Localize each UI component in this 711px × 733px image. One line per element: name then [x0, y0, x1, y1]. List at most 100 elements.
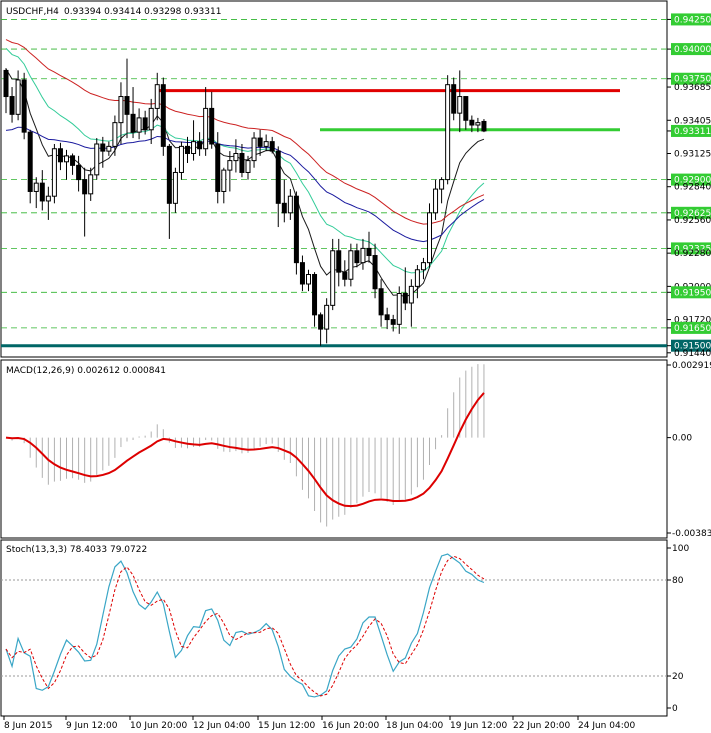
- candle-body: [148, 107, 154, 131]
- candle-body: [82, 179, 88, 195]
- candle-body: [27, 131, 33, 192]
- candle-body: [15, 79, 21, 115]
- candle-body: [457, 96, 463, 114]
- candle-body: [299, 262, 305, 285]
- stoch-panel: [0, 539, 668, 717]
- price-label: 0.93405: [674, 116, 711, 126]
- candle-body: [469, 119, 475, 126]
- candle-body: [251, 137, 257, 162]
- candles: [3, 58, 487, 346]
- candle-body: [45, 195, 51, 202]
- candle-body: [360, 247, 366, 264]
- candle-body: [154, 84, 160, 109]
- price-tag: [671, 339, 711, 352]
- ma-blue-line: [5, 126, 485, 243]
- candle-body: [372, 255, 378, 290]
- stoch-scale-label: 80: [672, 576, 684, 586]
- candle-body: [130, 113, 136, 133]
- price-tag-label: 0.91650: [674, 324, 711, 334]
- candle-body: [112, 122, 118, 147]
- candle-body: [287, 195, 293, 214]
- candle-body: [118, 96, 124, 124]
- price-tag-label: 0.94000: [674, 45, 711, 55]
- candle-body: [227, 160, 233, 171]
- candle-body: [124, 96, 130, 115]
- price-tag: [671, 124, 711, 137]
- candle-body: [3, 69, 9, 98]
- candle-body: [384, 314, 390, 321]
- candle-body: [197, 141, 203, 150]
- price-tag-label: 0.93311: [674, 127, 711, 137]
- candle-body: [221, 169, 227, 192]
- candle-body: [33, 182, 39, 192]
- candle-body: [312, 274, 318, 316]
- candle-body: [390, 319, 396, 325]
- candle-body: [275, 150, 281, 204]
- candle-body: [39, 182, 45, 202]
- candle-body: [433, 188, 439, 214]
- candle-body: [445, 84, 451, 181]
- candle-body: [245, 160, 251, 173]
- price-tag: [671, 13, 711, 26]
- candle-body: [233, 152, 239, 162]
- candle-body: [136, 117, 142, 133]
- candle-body: [396, 292, 402, 325]
- candle-body: [21, 79, 27, 133]
- time-axis: 8 Jun 2015 9 Jun 12:00 10 Jun 20:00 12 Jun …: [3, 716, 635, 731]
- price-tag: [671, 43, 711, 56]
- time-label: 8 Jun 2015: [4, 721, 52, 731]
- price-label: 0.93125: [674, 149, 711, 159]
- candle-body: [178, 145, 184, 173]
- candle-body: [70, 155, 76, 166]
- time-label: 22 Jun 20:00: [513, 721, 570, 731]
- candle-body: [239, 152, 245, 173]
- macd-indicator: 0.002919 0.00 -0.003834: [5, 361, 711, 539]
- time-label: 19 Jun 12:00: [450, 721, 507, 731]
- time-label: 15 Jun 12:00: [258, 721, 315, 731]
- price-tag: [671, 242, 711, 255]
- ma-mid-line: [5, 47, 485, 274]
- stoch-k-line: [5, 553, 485, 698]
- price-tag-label: 0.91950: [674, 288, 711, 298]
- candle-body: [366, 247, 372, 257]
- candle-body: [451, 84, 457, 114]
- time-label: 12 Jun 04:00: [193, 721, 250, 731]
- candle-body: [427, 212, 432, 264]
- candle-body: [100, 143, 106, 152]
- price-tag-label: 0.92325: [674, 244, 711, 254]
- candle-body: [463, 96, 469, 121]
- stoch-d-line: [5, 555, 485, 697]
- price-tag: [671, 286, 711, 299]
- macd-scale-label: 0.002919: [672, 361, 711, 371]
- candle-body: [142, 117, 148, 131]
- candle-body: [293, 195, 299, 264]
- price-label: 0.92560: [674, 216, 711, 226]
- price-tag-label: 0.93750: [674, 75, 711, 85]
- candle-body: [57, 148, 63, 163]
- candle-body: [106, 145, 112, 152]
- price-label: 0.91720: [674, 316, 711, 326]
- price-tag-label: 0.94250: [674, 15, 711, 25]
- candle-body: [439, 179, 445, 190]
- ma-slow-line: [5, 39, 485, 225]
- candle-body: [336, 250, 342, 273]
- candle-body: [420, 262, 426, 271]
- macd-scale-label: -0.003834: [672, 529, 711, 539]
- candle-body: [348, 250, 354, 280]
- time-label: 18 Jun 04:00: [386, 721, 443, 731]
- candle-body: [9, 96, 15, 115]
- time-label: 10 Jun 20:00: [130, 721, 187, 731]
- candle-body: [318, 314, 324, 330]
- macd-signal-line: [5, 392, 485, 508]
- price-tag-label: 0.91500: [674, 342, 711, 352]
- candle-body: [209, 107, 215, 145]
- grid-lines: [1, 19, 667, 329]
- stoch-scale-label: 20: [672, 672, 684, 682]
- candle-body: [402, 292, 408, 304]
- candle-body: [191, 141, 197, 154]
- price-label: 0.92280: [674, 249, 711, 259]
- price-label: 0.91440: [674, 349, 711, 359]
- time-label: 16 Jun 20:00: [322, 721, 379, 731]
